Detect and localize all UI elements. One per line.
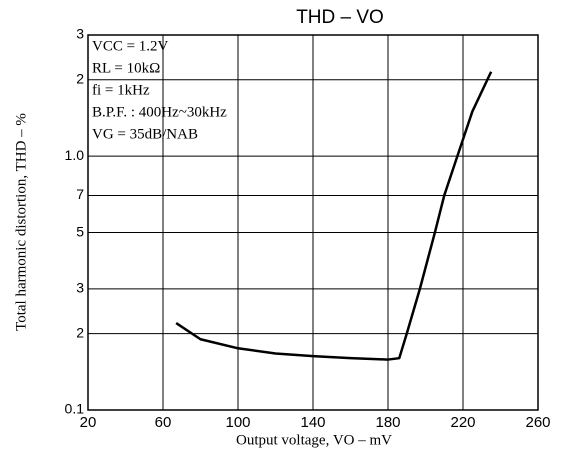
x-tick-label: 140: [300, 414, 325, 431]
x-tick-label: 260: [525, 414, 550, 431]
y-tick-label: 2: [76, 70, 84, 86]
x-axis-label: Output voltage, VO – mV: [236, 432, 392, 448]
chart-title: THD – VO: [296, 7, 384, 28]
y-tick-label: 1.0: [65, 147, 85, 163]
y-tick-label: 3: [76, 26, 84, 42]
data-line: [175, 71, 493, 361]
y-tick-label: 3: [76, 280, 84, 296]
x-tick-label: 100: [225, 414, 250, 431]
y-tick-label: 2: [76, 324, 84, 340]
x-tick-label: 20: [80, 414, 97, 431]
y-axis-label: Total harmonic distortion, THD – %: [13, 113, 29, 331]
y-tick-label: 0.1: [65, 401, 85, 417]
annotation: B.P.F. : 400Hz~30kHz: [92, 104, 227, 120]
annotation: RL = 10kΩ: [92, 60, 160, 76]
y-tick-label: 5: [76, 223, 84, 239]
annotation: VG = 35dB/NAB: [92, 126, 198, 142]
x-tick-label: 220: [450, 414, 475, 431]
y-tick-label: 7: [76, 186, 84, 202]
annotation: VCC = 1.2V: [92, 38, 169, 54]
x-tick-label: 180: [375, 414, 400, 431]
x-tick-label: 60: [155, 414, 172, 431]
annotation: fi = 1kHz: [92, 82, 150, 98]
